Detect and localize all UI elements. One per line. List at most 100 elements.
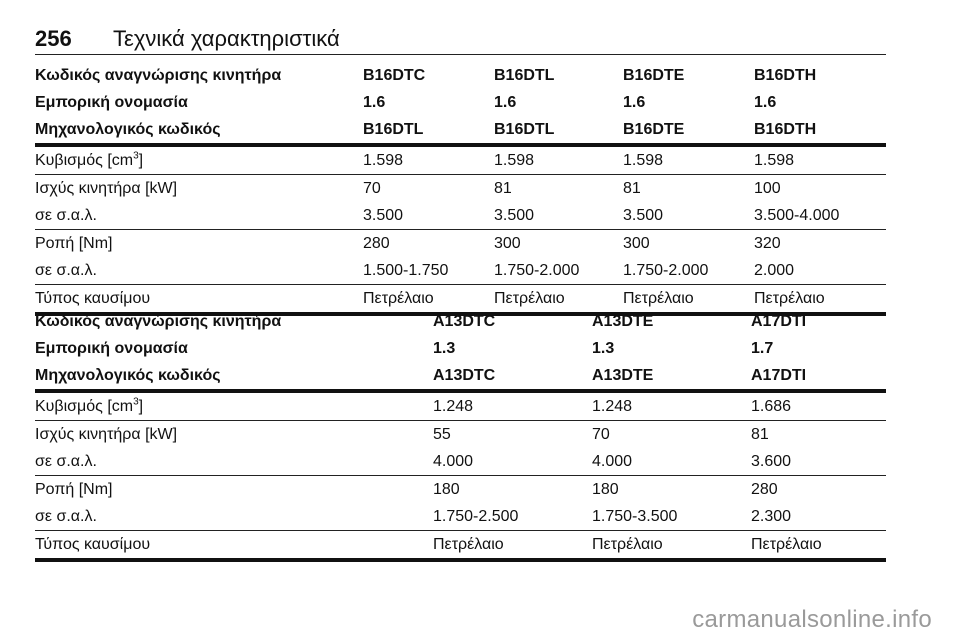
row-label: Ροπή [Nm]	[35, 481, 113, 498]
value-cell: B16DTE	[623, 67, 685, 84]
value-cell: 1.6	[363, 94, 386, 111]
fuel-row: Τύπος καυσίμου Πετρέλαιο Πετρέλαιο Πετρέλαι…	[35, 531, 886, 562]
value-cell: Πετρέλαιο	[754, 290, 825, 307]
value-cell: 2.300	[751, 508, 792, 525]
fuel-row: Τύπος καυσίμου Πετρέλαιο Πετρέλαιο Πετρέλαι…	[35, 285, 886, 316]
row-label: Εμπορική ονομασία	[35, 340, 188, 357]
header-row: Εμπορική ονομασία 1.3 1.3 1.7	[35, 335, 886, 362]
row-label: Μηχανολογικός κωδικός	[35, 121, 221, 138]
row-label: Κωδικός αναγνώρισης κινητήρα	[35, 67, 282, 84]
torque-rpm-row: σε σ.α.λ. 1.500-1.750 1.750-2.000 1.750-2.0…	[35, 257, 886, 285]
value-cell: 1.598	[623, 152, 664, 169]
row-label: Εμπορική ονομασία	[35, 94, 188, 111]
value-cell: B16DTL	[494, 67, 555, 84]
header-row: Εμπορική ονομασία 1.6 1.6 1.6 1.6	[35, 89, 886, 116]
unit-superscript: 3	[133, 150, 139, 162]
value-cell: 1.6	[494, 94, 517, 111]
value-cell: 3.500	[623, 207, 664, 224]
value-cell: A13DTC	[433, 367, 496, 384]
power-rpm-row: σε σ.α.λ. 4.000 4.000 3.600	[35, 448, 886, 476]
value-cell: Πετρέλαιο	[494, 290, 565, 307]
value-cell: 1.750-2.000	[494, 262, 580, 279]
header-row: Μηχανολογικός κωδικός B16DTL B16DTL B16DTE B…	[35, 116, 886, 147]
value-cell: Πετρέλαιο	[751, 536, 822, 553]
value-cell: A13DTE	[592, 367, 654, 384]
value-cell: 1.248	[592, 398, 633, 415]
row-label-text: Κυβισμός [cm	[35, 152, 134, 169]
value-cell: 180	[433, 481, 460, 498]
value-cell: 2.000	[754, 262, 795, 279]
value-cell: 3.600	[751, 453, 792, 470]
value-cell: B16DTH	[754, 121, 817, 138]
value-cell: 320	[754, 235, 781, 252]
row-label: Ισχύς κινητήρα [kW]	[35, 426, 178, 443]
value-cell: B16DTH	[754, 67, 817, 84]
row-label: Κυβισμός [cm3]	[35, 150, 144, 170]
value-cell: 1.598	[363, 152, 404, 169]
header-row: Μηχανολογικός κωδικός A13DTC A13DTE A17DTI	[35, 362, 886, 393]
row-label: σε σ.α.λ.	[35, 262, 97, 279]
value-cell: 81	[494, 180, 512, 197]
row-label: Τύπος καυσίμου	[35, 536, 151, 553]
power-rpm-row: σε σ.α.λ. 3.500 3.500 3.500 3.500-4.000	[35, 202, 886, 230]
value-cell: 1.598	[494, 152, 535, 169]
unit-superscript: 3	[133, 396, 139, 408]
value-cell: 1.7	[751, 340, 774, 357]
torque-row: Ροπή [Nm] 180 180 280	[35, 476, 886, 503]
value-cell: Πετρέλαιο	[363, 290, 434, 307]
value-cell: Πετρέλαιο	[433, 536, 504, 553]
displacement-row: Κυβισμός [cm3] 1.598 1.598 1.598 1.598	[35, 147, 886, 175]
value-cell: 100	[754, 180, 781, 197]
header-row: Κωδικός αναγνώρισης κινητήρα B16DTC B16DTL…	[35, 62, 886, 89]
value-cell: 1.6	[623, 94, 646, 111]
torque-rpm-row: σε σ.α.λ. 1.750-2.500 1.750-3.500 2.300	[35, 503, 886, 531]
value-cell: 1.248	[433, 398, 474, 415]
page-number: 256	[35, 26, 72, 51]
row-label-end: ]	[138, 398, 144, 415]
spec-table-a13-a17: Κωδικός αναγνώρισης κινητήρα A13DTC A13DTE…	[35, 308, 886, 562]
power-row: Ισχύς κινητήρα [kW] 70 81 81 100	[35, 175, 886, 202]
value-cell: 1.686	[751, 398, 792, 415]
value-cell: 3.500-4.000	[754, 207, 840, 224]
value-cell: 55	[433, 426, 451, 443]
value-cell: 300	[494, 235, 521, 252]
row-label: Κωδικός αναγνώρισης κινητήρα	[35, 313, 282, 330]
row-label-end: ]	[138, 152, 144, 169]
value-cell: 1.598	[754, 152, 795, 169]
watermark: carmanualsonline.info	[692, 606, 932, 633]
value-cell: 300	[623, 235, 650, 252]
header-row: Κωδικός αναγνώρισης κινητήρα A13DTC A13DTE…	[35, 308, 886, 335]
value-cell: A17DTI	[751, 367, 807, 384]
row-label: Κυβισμός [cm3]	[35, 396, 144, 416]
value-cell: 3.500	[363, 207, 404, 224]
torque-row: Ροπή [Nm] 280 300 300 320	[35, 230, 886, 257]
row-label: σε σ.α.λ.	[35, 207, 97, 224]
value-cell: 81	[751, 426, 769, 443]
value-cell: 70	[592, 426, 610, 443]
value-cell: B16DTC	[363, 67, 426, 84]
value-cell: 1.6	[754, 94, 777, 111]
row-label: σε σ.α.λ.	[35, 508, 97, 525]
value-cell: 1.750-2.500	[433, 508, 519, 525]
value-cell: 1.500-1.750	[363, 262, 449, 279]
value-cell: A17DTI	[751, 313, 807, 330]
row-label: Ροπή [Nm]	[35, 235, 113, 252]
value-cell: 4.000	[592, 453, 633, 470]
value-cell: 81	[623, 180, 641, 197]
value-cell: 3.500	[494, 207, 535, 224]
row-label: Μηχανολογικός κωδικός	[35, 367, 221, 384]
value-cell: 1.750-2.000	[623, 262, 709, 279]
value-cell: B16DTL	[494, 121, 555, 138]
spec-table-b16: Κωδικός αναγνώρισης κινητήρα B16DTC B16DTL…	[35, 62, 886, 316]
value-cell: 280	[751, 481, 778, 498]
value-cell: 1.3	[433, 340, 456, 357]
value-cell: A13DTC	[433, 313, 496, 330]
row-label: σε σ.α.λ.	[35, 453, 97, 470]
value-cell: B16DTE	[623, 121, 685, 138]
displacement-row: Κυβισμός [cm3] 1.248 1.248 1.686	[35, 393, 886, 421]
page-header: 256 Τεχνικά χαρακτηριστικά	[35, 26, 886, 55]
row-label: Τύπος καυσίμου	[35, 290, 151, 307]
page-title: Τεχνικά χαρακτηριστικά	[113, 26, 340, 51]
value-cell: 70	[363, 180, 381, 197]
value-cell: 180	[592, 481, 619, 498]
